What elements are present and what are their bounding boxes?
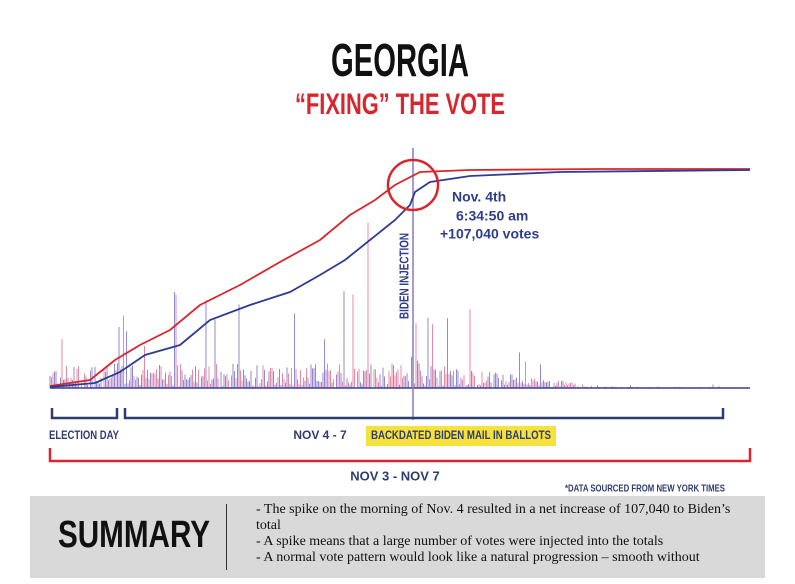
- summary-line: - A normal vote pattern would look like …: [256, 550, 700, 565]
- source: *DATA SOURCED FROM NEW YORK TIMES: [565, 484, 725, 495]
- annotation-time: 6:34:50 am: [456, 208, 528, 224]
- range-label: NOV 3 - NOV 7: [350, 468, 440, 483]
- summary-line: - The spike on the morning of Nov. 4 res…: [256, 502, 731, 533]
- highlight-label: BACKDATED BIDEN MAIL IN BALLOTS: [371, 428, 551, 442]
- annotation-date: Nov. 4th: [452, 189, 506, 205]
- spike-label: BIDEN INJECTION: [396, 233, 411, 319]
- spikes: [49, 222, 720, 388]
- highlight-box: [366, 426, 556, 446]
- chart: GEORGIA “FIXING” THE VOTE Nov. 4th 6:34:…: [48, 34, 752, 495]
- highlight-circle: [386, 158, 440, 212]
- bracket: [48, 448, 752, 463]
- annotation-votes: +107,040 votes: [440, 226, 539, 242]
- bracket: [50, 408, 119, 420]
- summary-heading: SUMMARY: [58, 514, 211, 556]
- summary-box: SUMMARY - The spike on the morning of No…: [30, 496, 765, 578]
- summary-line: - A spike means that a large number of v…: [256, 534, 664, 549]
- range-label: ELECTION DAY: [49, 428, 119, 442]
- red-line: [49, 168, 750, 387]
- subtitle: “FIXING” THE VOTE: [295, 88, 505, 121]
- range-label: NOV 4 - 7: [293, 428, 347, 442]
- title: GEORGIA: [331, 34, 469, 86]
- divider: [226, 504, 227, 570]
- bracket: [123, 408, 725, 420]
- summary-text: - The spike on the morning of Nov. 4 res…: [256, 502, 736, 566]
